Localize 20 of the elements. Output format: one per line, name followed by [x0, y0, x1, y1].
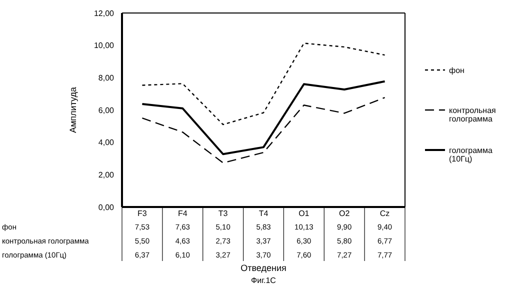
y-tick-label: 4,00	[98, 138, 115, 148]
x-axis-title: Отведения	[240, 263, 286, 273]
y-tick-label: 12,00	[94, 8, 115, 18]
legend-label: голограмма (10Гц)	[449, 146, 494, 164]
y-tick-label: 0,00	[98, 202, 115, 212]
y-tick-label: 2,00	[98, 170, 115, 180]
y-tick-label: 8,00	[98, 73, 115, 82]
x-tick-label: Cz	[380, 209, 390, 218]
x-tick-label: T4	[258, 209, 269, 218]
legend-label: контрольная голограмма	[449, 106, 496, 124]
y-tick-label: 6,00	[98, 106, 115, 115]
y-tick-label: 10,00	[94, 41, 115, 50]
legend-label: фон	[449, 66, 464, 75]
x-tick-label: F3	[138, 209, 148, 218]
text: Фиг.1С	[251, 276, 276, 285]
x-tick-label: O1	[298, 209, 310, 218]
x-tick-label: O2	[339, 209, 350, 218]
x-tick-label: F4	[178, 209, 188, 218]
y-axis-title: Амплитуда	[68, 86, 78, 134]
x-tick-label: T3	[218, 209, 228, 218]
